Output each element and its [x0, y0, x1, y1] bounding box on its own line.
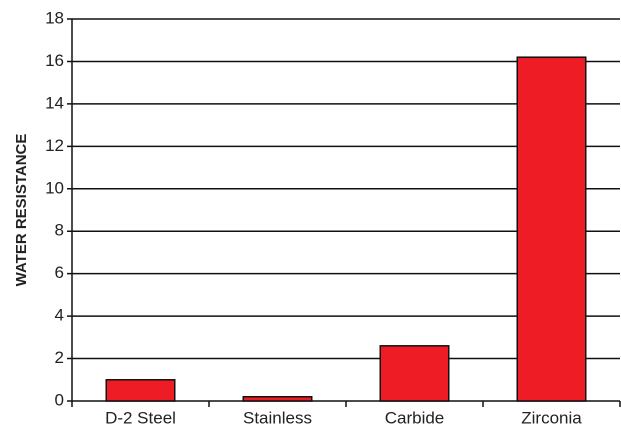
- bar: [105, 379, 176, 402]
- bar: [516, 56, 587, 402]
- x-tick-label: D-2 Steel: [105, 408, 176, 427]
- x-tick-label: Zirconia: [521, 408, 582, 427]
- y-tick-label: 14: [45, 93, 64, 112]
- y-tick-label: 10: [45, 178, 64, 197]
- y-tick-label: 0: [55, 390, 64, 409]
- y-tick-label: 4: [55, 306, 64, 325]
- y-tick-label: 12: [45, 136, 64, 155]
- y-tick-label: 8: [55, 221, 64, 240]
- y-tick-label: 2: [55, 348, 64, 367]
- y-tick-label: 16: [45, 51, 64, 70]
- y-axis-title: WATER RESISTANCE: [13, 134, 30, 287]
- bar: [379, 345, 450, 402]
- bar: [242, 396, 313, 402]
- y-tick-label: 6: [55, 263, 64, 282]
- x-tick-label: Carbide: [385, 408, 445, 427]
- x-tick-label: Stainless: [243, 408, 312, 427]
- y-tick-label: 18: [45, 8, 64, 27]
